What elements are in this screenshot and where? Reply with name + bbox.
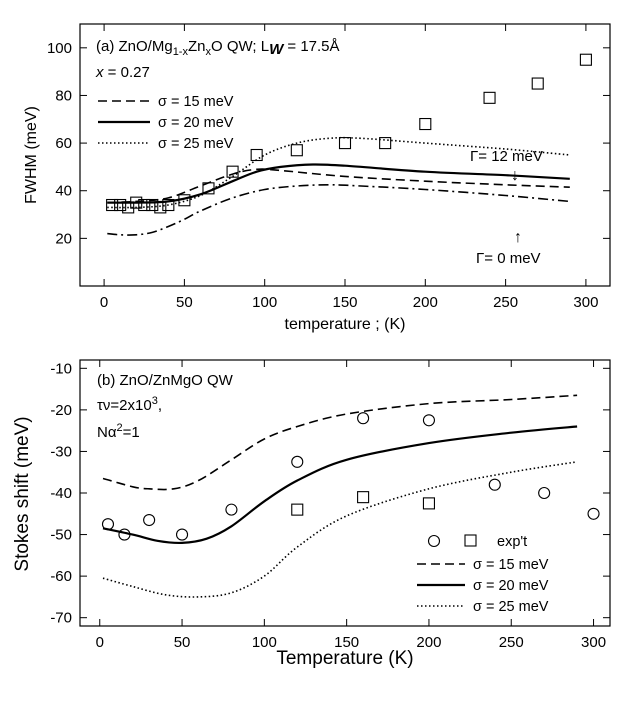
panel-a-legend: σ = 15 meV σ = 20 meV σ = 25 meV: [98, 94, 234, 152]
data-point-square: [226, 165, 239, 178]
data-point-square: [154, 201, 167, 214]
panel-a-xlabel: temperature ; (K): [285, 316, 406, 333]
data-point-square: [122, 201, 135, 214]
data-point-square: [422, 497, 435, 510]
y-tick-label-a: 100: [47, 40, 72, 57]
x-tick-label-b: 0: [96, 634, 104, 651]
panel-b-param2: Nα2=1: [97, 422, 140, 441]
panel-a-ticks: 0 50 100 150 200 250 300 20 40 60 80 100: [47, 24, 610, 311]
series-line-a-dotted: [107, 136, 570, 209]
x-tick-label-b: 50: [174, 634, 191, 651]
data-point-circle: [488, 478, 501, 491]
data-point-circle: [143, 513, 156, 527]
panel-a-curves: [107, 136, 570, 236]
data-point-square: [379, 137, 392, 150]
data-point-square: [130, 196, 143, 209]
x-tick-label-b: 200: [416, 634, 441, 651]
x-tick-label-b: 250: [499, 634, 524, 651]
data-point-square: [106, 198, 119, 212]
legend-a-label-25: σ = 25 meV: [158, 136, 234, 152]
data-point-circle: [422, 414, 435, 427]
legend-b-square-marker: [464, 534, 477, 547]
annotation-arrow-up: ↑: [514, 229, 522, 246]
data-point-circle: [538, 486, 551, 500]
panel-b-curves: [102, 394, 578, 598]
x-tick-label-b: 150: [334, 634, 359, 651]
panel-b: 0 50 100 150 200 250 300-70-60-50-40-30-20-10 …: [12, 359, 611, 669]
y-tick-label-a: 80: [55, 87, 72, 104]
x-tick-label-a: 0: [100, 294, 108, 311]
panel-b-ticks: 0 50 100 150 200 250 300 -70 -60 -50 -40 -30 -20 -10: [50, 360, 610, 651]
panel-b-title: (b) ZnO/ZnMgO QW: [97, 372, 234, 389]
panel-b-ylabel: Stokes shift (meV): [12, 416, 33, 571]
series-line-b-dotted: [102, 461, 578, 598]
x-tick-label-a: 150: [332, 294, 357, 311]
x-tick-label-a: 100: [252, 294, 277, 311]
series-line-a-dashed: [107, 168, 570, 204]
data-point-circle: [587, 507, 600, 520]
panel-a: 0 50 100 150 200 250 300 20 40 60 80 100 (a) ZnO/Mg…: [23, 23, 611, 333]
annotation-gamma-12: Γ= 12 meV: [470, 148, 543, 165]
annotation-arrow-down: ↓: [511, 167, 519, 184]
legend-a-label-15: σ = 15 meV: [158, 94, 234, 110]
y-tick-label-a: 20: [55, 230, 72, 247]
y-tick-label-a: 40: [55, 183, 72, 200]
legend-b-label-25: σ = 25 meV: [473, 599, 549, 615]
y-tick-label-b: -50: [50, 527, 72, 544]
series-line-b-dashed: [102, 394, 578, 491]
x-tick-label-a: 200: [413, 294, 438, 311]
data-point-square: [146, 198, 159, 212]
panel-a-markers: [106, 53, 592, 214]
x-tick-label-a: 50: [176, 294, 193, 311]
panel-b-xlabel: Temperature (K): [276, 648, 413, 669]
data-point-square: [162, 198, 175, 212]
data-point-circle: [101, 518, 115, 531]
data-point-square: [202, 182, 215, 195]
legend-b-circle-marker: [427, 534, 441, 548]
data-point-circle: [291, 455, 304, 468]
y-tick-label-b: -30: [50, 443, 72, 460]
data-point-square: [419, 117, 432, 131]
series-line-a-solid: [107, 163, 570, 204]
panel-a-title: (a) ZnO/Mg1-xZnxO QW; LW = 17.5Å: [96, 38, 340, 58]
y-tick-label-b: -70: [50, 610, 72, 627]
legend-b-label-15: σ = 15 meV: [473, 557, 549, 573]
data-point-square: [483, 91, 496, 104]
series-line-b-solid: [102, 425, 578, 545]
series-line-a-dashdot: [107, 183, 570, 236]
data-point-circle: [175, 528, 189, 541]
annotation-gamma-0: Γ= 0 meV: [476, 250, 541, 267]
y-tick-label-b: -10: [50, 360, 72, 377]
y-tick-label-b: -20: [50, 402, 72, 419]
legend-a-label-20: σ = 20 meV: [158, 115, 234, 131]
legend-b-label-20: σ = 20 meV: [473, 578, 549, 594]
data-point-square: [579, 53, 592, 66]
legend-b-label-expt: exp't: [497, 534, 527, 550]
y-tick-label-b: -40: [50, 485, 72, 502]
data-point-square: [114, 198, 127, 212]
data-point-square: [357, 491, 370, 504]
data-point-square: [290, 144, 303, 157]
y-tick-label-a: 60: [55, 135, 72, 152]
x-tick-label-b: 300: [581, 634, 606, 651]
data-point-square: [291, 503, 304, 516]
data-point-square: [250, 148, 263, 162]
data-point-square: [178, 194, 191, 207]
data-point-circle: [225, 503, 238, 516]
data-point-square: [138, 198, 151, 212]
x-tick-label-b: 100: [252, 634, 277, 651]
panel-b-markers: [101, 412, 600, 541]
data-point-circle: [357, 412, 370, 425]
panel-b-legend: exp't σ = 15 meV σ = 20 meV σ = 25 meV: [417, 534, 549, 615]
data-point-circle: [118, 528, 131, 541]
x-tick-label-a: 300: [573, 294, 598, 311]
panel-a-param: x = 0.27: [95, 64, 150, 81]
x-tick-label-a: 250: [493, 294, 518, 311]
panel-a-ylabel: FWHM (meV): [23, 106, 40, 204]
y-tick-label-b: -60: [50, 568, 72, 585]
data-point-square: [338, 137, 352, 150]
panel-b-param1: τν=2x103,: [97, 395, 162, 414]
data-point-square: [531, 77, 544, 90]
